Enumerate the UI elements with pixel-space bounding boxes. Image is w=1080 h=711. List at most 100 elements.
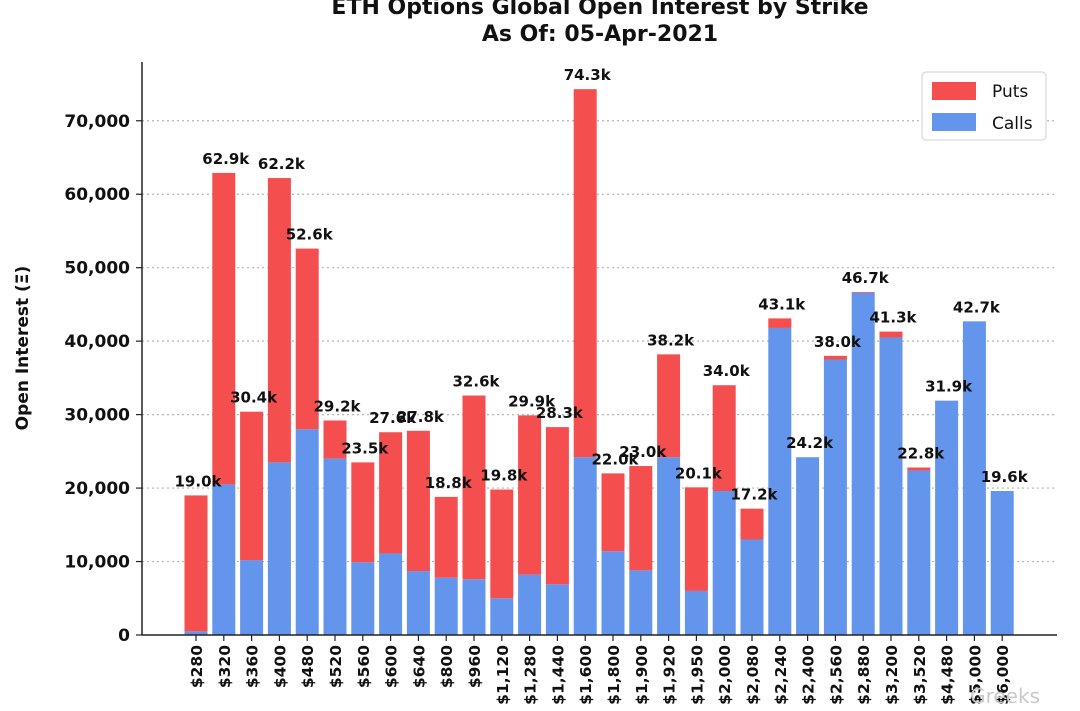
- bar-calls: [935, 400, 959, 635]
- bar-calls: [879, 337, 903, 635]
- bar-total-label: 19.8k: [480, 467, 528, 485]
- bar-calls: [768, 327, 792, 635]
- bar-total-label: 19.0k: [175, 472, 223, 490]
- bar-total-label: 18.8k: [425, 474, 473, 492]
- bar-calls: [323, 458, 347, 635]
- legend: Puts Calls: [921, 71, 1047, 141]
- bar-puts: [323, 420, 347, 459]
- y-tick-label: 50,000: [64, 259, 130, 279]
- y-axis-ticks: 0 10,000 20,000 30,000 40,000 50,000 60,000 70,…: [64, 112, 142, 646]
- bar-puts: [212, 172, 236, 485]
- x-tick-label: $6,000: [994, 645, 1012, 705]
- bar-puts: [879, 331, 903, 338]
- bar-calls: [573, 457, 597, 635]
- bar-total-label: 28.3k: [536, 404, 584, 422]
- bar-puts: [490, 489, 514, 599]
- bar-calls: [490, 598, 514, 635]
- x-tick-label: $800: [438, 645, 456, 688]
- x-tick-label: $1,900: [633, 645, 651, 705]
- data-labels: 19.0k 62.9k 30.4k 62.2k 52.6k 29.2k 23.5k 27.6k…: [175, 66, 1029, 503]
- x-tick-label: $3,520: [911, 645, 929, 705]
- y-axis-label: Open Interest (Ξ): [13, 266, 33, 431]
- bar-puts: [267, 178, 291, 463]
- x-tick-label: $560: [355, 645, 373, 688]
- legend-label-calls: Calls: [992, 114, 1033, 134]
- bar-total-label: 20.1k: [675, 464, 723, 482]
- watermark: Greeks: [970, 684, 1040, 708]
- bar-calls: [267, 462, 291, 635]
- bar-puts: [768, 318, 792, 328]
- bar-calls: [712, 491, 736, 635]
- bar-total-label: 22.0k: [592, 450, 640, 468]
- x-tick-label: $1,120: [494, 645, 512, 705]
- legend-label-puts: Puts: [992, 82, 1028, 102]
- legend-swatch-calls: [932, 113, 976, 131]
- bar-calls: [462, 579, 486, 635]
- bar-calls: [907, 470, 931, 635]
- bar-total-label: 27.6k: [369, 409, 417, 427]
- x-tick-label: $4,480: [939, 645, 957, 705]
- x-tick-label: $960: [466, 645, 484, 688]
- bar-calls: [212, 484, 236, 635]
- y-tick-label: 70,000: [64, 112, 130, 132]
- bar-calls: [184, 631, 208, 635]
- bar-total-label: 31.9k: [925, 378, 973, 396]
- bar-total-label: 22.8k: [897, 445, 945, 463]
- bar-puts: [712, 385, 736, 492]
- bar-puts: [907, 467, 931, 471]
- bar-total-label: 52.6k: [286, 226, 334, 244]
- bar-total-label: 46.7k: [842, 269, 890, 287]
- x-tick-label: $1,950: [688, 645, 706, 705]
- bar-total-label: 32.6k: [453, 373, 501, 391]
- bar-total-label: 38.0k: [814, 333, 862, 351]
- legend-swatch-puts: [932, 82, 976, 100]
- bar-puts: [462, 395, 486, 580]
- x-tick-label: $400: [271, 645, 289, 688]
- bar-total-label: 38.2k: [647, 331, 695, 349]
- bar-calls: [434, 577, 458, 635]
- bar-puts: [823, 355, 847, 360]
- bar-calls: [295, 429, 319, 635]
- bar-total-label: 43.1k: [758, 295, 806, 313]
- x-tick-label: $2,880: [855, 645, 873, 705]
- x-tick-label: $320: [216, 645, 234, 688]
- bar-total-label: 42.7k: [953, 298, 1001, 316]
- x-tick-label: $280: [188, 645, 206, 688]
- bar-calls: [629, 570, 653, 635]
- bar-calls: [684, 590, 708, 635]
- bar-total-label: 30.4k: [230, 389, 278, 407]
- bar-calls: [545, 584, 569, 635]
- x-tick-label: $2,080: [744, 645, 762, 705]
- bar-total-label: 74.3k: [564, 66, 612, 84]
- bar-total-label: 41.3k: [870, 309, 918, 327]
- bar-puts: [295, 248, 319, 430]
- x-tick-label: $2,000: [716, 645, 734, 705]
- y-tick-label: 40,000: [64, 332, 130, 352]
- x-tick-label: $1,600: [577, 645, 595, 705]
- bar-puts: [379, 432, 403, 554]
- x-tick-label: $5,000: [966, 645, 984, 705]
- x-tick-label: $3,200: [883, 645, 901, 705]
- bar-total-label: 29.9k: [508, 392, 556, 410]
- bar-total-label: 62.2k: [258, 155, 306, 173]
- x-axis-ticks: $280 $320 $360 $400 $480 $520 $560 $600 $640 $800…: [188, 635, 1012, 705]
- bar-calls: [351, 562, 375, 635]
- y-tick-label: 10,000: [64, 553, 130, 573]
- x-tick-label: $480: [299, 645, 317, 688]
- bar-puts: [184, 495, 208, 632]
- bar-puts: [434, 496, 458, 578]
- bar-puts: [240, 411, 264, 561]
- bar-puts: [684, 487, 708, 591]
- y-tick-label: 60,000: [64, 185, 130, 205]
- bar-total-label: 29.2k: [314, 397, 362, 415]
- bar-calls: [823, 359, 847, 635]
- x-tick-label: $1,800: [605, 645, 623, 705]
- bar-puts: [351, 462, 375, 563]
- x-tick-label: $1,440: [549, 645, 567, 705]
- bar-total-label: 24.2k: [786, 434, 834, 452]
- x-tick-label: $2,240: [772, 645, 790, 705]
- bar-total-label: 27.8k: [397, 408, 445, 426]
- bar-calls: [851, 292, 875, 635]
- x-tick-label: $2,400: [800, 645, 818, 705]
- bar-calls: [518, 574, 542, 635]
